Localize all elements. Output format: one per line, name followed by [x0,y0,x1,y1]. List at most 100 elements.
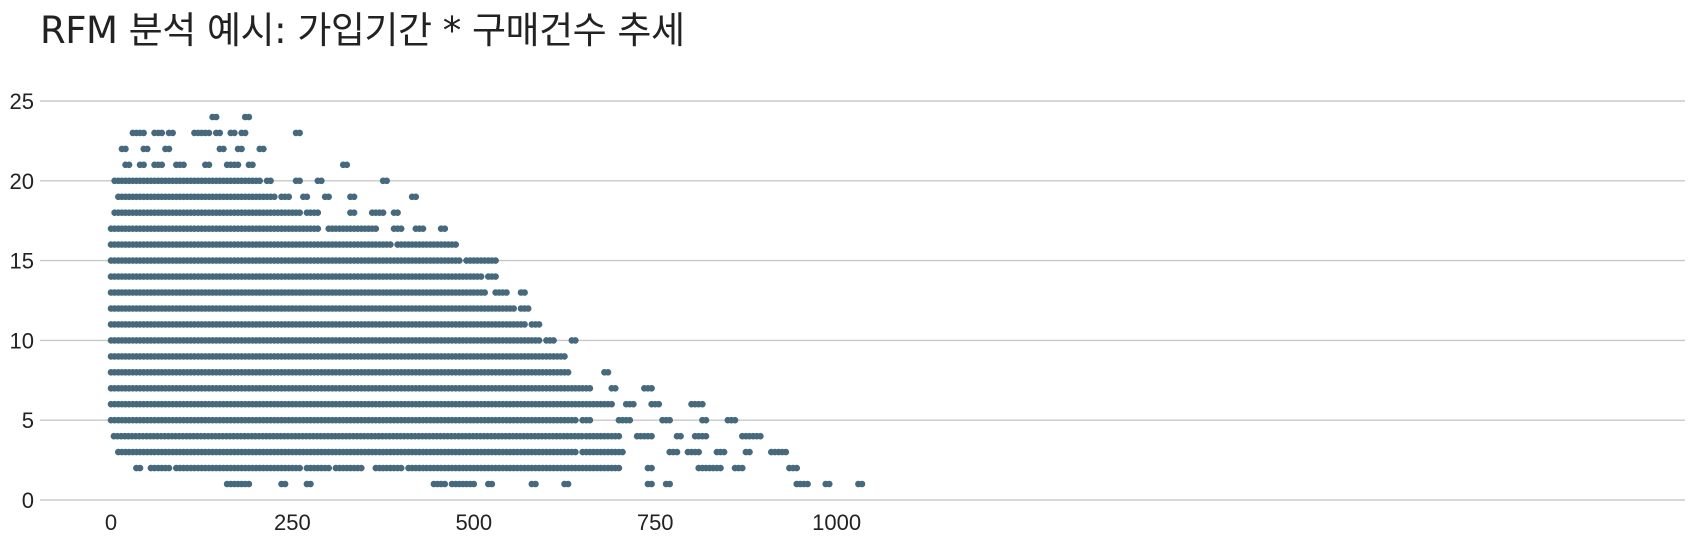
data-point [648,464,655,472]
y-axis-tick-labels: 0 5 10 15 20 25 [10,89,34,513]
data-point [140,129,147,137]
data-point [524,305,532,312]
data-point [535,337,543,344]
data-point [648,480,655,488]
data-point [535,321,543,328]
data-point [481,289,489,296]
data-point [746,448,753,456]
data-point [673,448,681,456]
data-point [804,480,811,488]
data-point [615,432,623,440]
y-tick-label: 0 [22,488,34,513]
data-point [826,480,833,488]
x-axis-tick-labels: 0 250 500 750 1000 [105,510,861,535]
data-point [412,193,420,201]
data-point [158,161,166,169]
data-point [695,448,702,456]
data-point [666,416,673,424]
data-point [238,145,245,153]
data-point [245,113,253,121]
data-point [612,385,619,392]
data-point [125,161,133,169]
data-point [782,448,790,456]
data-point [307,480,314,488]
data-point [470,480,478,488]
data-point [372,225,380,232]
data-point [314,209,322,216]
data-point [394,209,401,216]
data-point [572,416,579,424]
data-point [296,209,304,216]
data-point [205,161,213,169]
data-point [397,225,405,232]
data-point [720,448,728,456]
data-point [387,241,394,248]
data-point [452,241,460,248]
data-point [793,464,800,472]
data-point [136,464,144,472]
data-point [441,225,449,232]
data-point [572,448,579,456]
data-point [122,145,129,153]
data-point [249,161,256,169]
data-point [564,480,572,488]
data-point [488,480,496,488]
data-point [234,161,242,169]
data-point [492,257,499,264]
data-point [245,480,253,488]
data-point [165,464,173,472]
data-point [144,145,151,153]
data-point [296,129,304,137]
y-tick-label: 10 [10,328,34,353]
data-point [550,337,557,344]
data-point [271,193,278,201]
data-point [615,464,623,472]
data-point [619,448,626,456]
data-point [296,177,304,185]
data-point [350,193,358,201]
data-point [626,416,634,424]
data-point [241,129,249,137]
data-point [456,257,463,264]
data-point [677,432,684,440]
data-point [492,273,499,280]
data-point [296,464,304,472]
data-point [731,416,739,424]
data-point [169,129,176,137]
data-point [158,129,166,137]
data-point [343,161,351,169]
data-point [325,464,333,472]
data-point [702,432,710,440]
data-point [702,416,710,424]
data-point [510,305,517,312]
data-point [397,464,405,472]
data-point [318,177,325,185]
data-point [503,289,510,296]
data-point [521,321,528,328]
data-point [358,464,365,472]
data-point [441,480,449,488]
data-points [107,113,866,488]
data-point [532,480,539,488]
data-point [477,273,485,280]
y-tick-label: 5 [22,408,34,433]
data-point [648,385,655,392]
data-point [379,209,387,216]
data-point [655,400,663,408]
data-point [285,193,293,201]
data-point [383,177,391,185]
data-point [564,369,572,376]
data-point [419,225,427,232]
y-tick-label: 20 [10,169,34,194]
x-tick-label: 750 [637,510,674,535]
data-point [586,416,594,424]
y-tick-label: 25 [10,89,34,114]
data-point [717,464,724,472]
data-point [757,432,764,440]
data-point [699,400,706,408]
gridlines [40,100,1685,501]
chart-title: RFM 분석 예시: 가입기간 * 구매건수 추세 [40,9,685,52]
data-point [739,464,746,472]
y-tick-label: 15 [10,249,34,274]
